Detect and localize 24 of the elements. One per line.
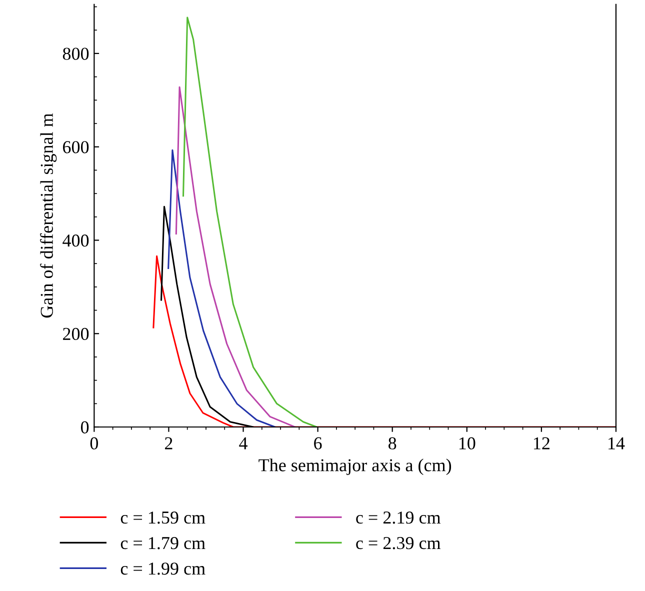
- line-series: [168, 149, 276, 427]
- legend-label: c = 2.19 cm: [356, 512, 441, 524]
- x-tick-label: 12: [534, 437, 550, 450]
- y-tick-label: 0: [80, 421, 89, 434]
- line-series: [175, 86, 296, 427]
- x-tick-label: 10: [459, 437, 476, 450]
- x-tick-label: 4: [239, 437, 248, 450]
- legend-label: c = 1.59 cm: [120, 512, 206, 524]
- x-tick-label: 0: [90, 437, 98, 450]
- x-tick-label: 8: [388, 437, 396, 450]
- y-axis-title: Gain of differential signal m: [40, 113, 57, 318]
- legend-label: c = 1.79 cm: [120, 537, 206, 550]
- y-tick-label: 400: [62, 234, 89, 247]
- x-axis-title: The semimajor axis a (cm): [258, 458, 452, 476]
- y-tick-label: 200: [63, 328, 89, 340]
- y-tick-label: 800: [62, 48, 89, 60]
- y-tick-label: 600: [63, 141, 89, 154]
- x-tick-label: 2: [164, 437, 172, 450]
- line-series: [152, 255, 616, 427]
- line-series: [182, 16, 318, 427]
- x-tick-label: 6: [314, 437, 322, 450]
- legend-label: c = 2.39 cm: [356, 537, 441, 550]
- legend-label: c = 1.99 cm: [120, 562, 206, 575]
- x-tick-label: 14: [608, 437, 625, 450]
